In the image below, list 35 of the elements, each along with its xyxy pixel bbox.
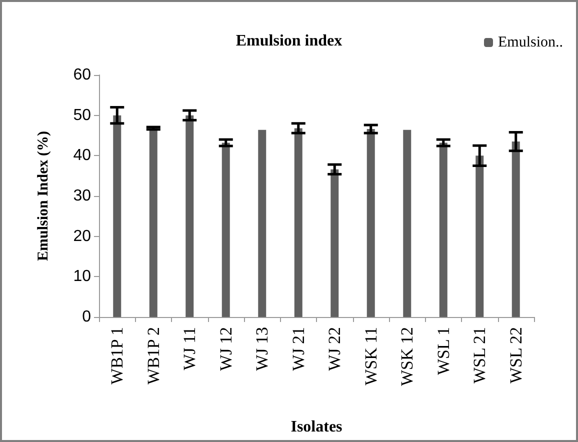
y-tick-label: 0 <box>82 308 92 326</box>
legend-label: Emulsion.. <box>498 34 564 50</box>
x-tick-label: WJ 21 <box>288 327 308 371</box>
y-tick-label: 20 <box>73 228 92 245</box>
x-tick-label: WJ 12 <box>216 327 236 371</box>
bar <box>113 115 122 317</box>
y-tick-label: 60 <box>73 66 92 84</box>
bar <box>258 130 266 317</box>
bar <box>366 129 375 317</box>
chart-title: Emulsion index <box>236 32 342 50</box>
bar <box>149 128 158 317</box>
y-tick-label: 40 <box>73 147 92 164</box>
bar <box>512 142 520 317</box>
x-tick-label: WSL 22 <box>506 327 526 384</box>
bar <box>476 156 484 317</box>
x-tick-label: WB1P 2 <box>144 327 163 384</box>
y-tick-label: 10 <box>73 268 92 286</box>
bar <box>186 115 194 317</box>
bar <box>330 169 339 317</box>
bar <box>403 130 412 317</box>
x-tick-label: WSL 1 <box>434 327 453 376</box>
x-tick-label: WJ 22 <box>325 327 344 371</box>
x-tick-label: WJ 13 <box>252 327 272 371</box>
y-axis-title: Emulsion Index (%) <box>36 130 52 262</box>
y-tick-label: 50 <box>73 106 92 124</box>
y-tick-label: 30 <box>73 188 92 204</box>
x-tick-label: WJ 11 <box>180 327 200 370</box>
x-tick-label: WSL 21 <box>470 327 490 384</box>
bar <box>439 142 448 317</box>
bar <box>294 128 302 317</box>
x-tick-label: WSK 12 <box>398 327 417 386</box>
bar <box>222 142 230 317</box>
x-tick-label: WSK 11 <box>361 327 380 386</box>
x-axis-title: Isolates <box>290 418 342 436</box>
x-tick-label: WB1P 1 <box>108 327 127 384</box>
